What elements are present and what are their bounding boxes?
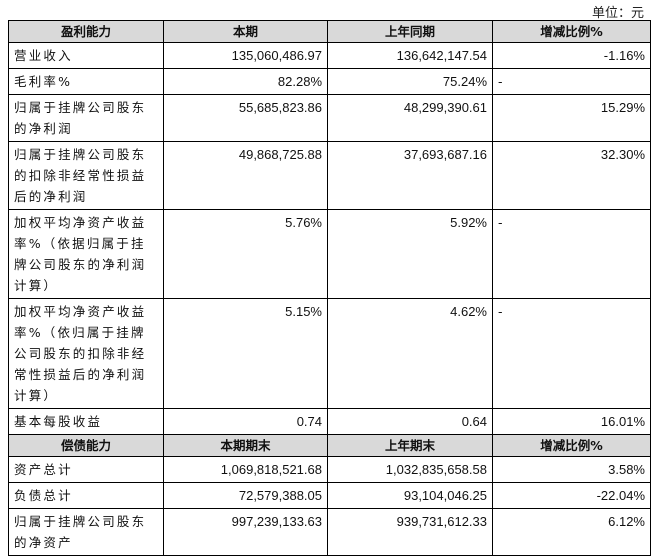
value-cell: 136,642,147.54: [327, 42, 493, 69]
row-label: 归属于挂牌公司股东的净利润: [8, 94, 164, 142]
row-label: 归属于挂牌公司股东的净资产: [8, 508, 164, 556]
row-label: 加权平均净资产收益率%（依据归属于挂牌公司股东的净利润计算）: [8, 209, 164, 299]
row-label: 营业收入: [8, 42, 164, 69]
header-cell: 盈利能力: [8, 20, 164, 43]
value-cell: 37,693,687.16: [327, 141, 493, 210]
value-cell: 997,239,133.63: [163, 508, 328, 556]
value-cell: 939,731,612.33: [327, 508, 493, 556]
data-row: 加权平均净资产收益率%（依归属于挂牌公司股东的扣除非经常性损益后的净利润计算） 5…: [8, 298, 651, 409]
data-row: 资产总计 1,069,818,521.68 1,032,835,658.58 3.58…: [8, 456, 651, 483]
value-cell: 0.74: [163, 408, 328, 435]
row-label: 毛利率%: [8, 68, 164, 95]
value-cell: -: [492, 68, 651, 95]
data-row: 营业收入 135,060,486.97 136,642,147.54 -1.16%: [8, 42, 651, 69]
data-row: 归属于挂牌公司股东的净利润 55,685,823.86 48,299,390.61 1…: [8, 94, 651, 142]
row-label: 加权平均净资产收益率%（依归属于挂牌公司股东的扣除非经常性损益后的净利润计算）: [8, 298, 164, 409]
header-cell: 本期: [163, 20, 328, 43]
data-row: 归属于挂牌公司股东的净资产 997,239,133.63 939,731,612.3…: [8, 508, 651, 556]
header-cell: 上年期末: [327, 434, 493, 457]
financial-table: 盈利能力 本期 上年同期 增减比例% 营业收入 135,060,486.97 136,642…: [8, 20, 651, 556]
unit-label: 单位：元: [591, 6, 644, 21]
header-cell: 偿债能力: [8, 434, 164, 457]
data-row: 基本每股收益 0.74 0.64 16.01%: [8, 408, 651, 435]
value-cell: 16.01%: [492, 408, 651, 435]
value-cell: 32.30%: [492, 141, 651, 210]
value-cell: 72,579,388.05: [163, 482, 328, 509]
value-cell: 5.76%: [163, 209, 328, 299]
value-cell: -22.04%: [492, 482, 651, 509]
value-cell: -: [492, 298, 651, 409]
value-cell: 55,685,823.86: [163, 94, 328, 142]
row-label: 归属于挂牌公司股东的扣除非经常性损益后的净利润: [8, 141, 164, 210]
data-row: 负债总计 72,579,388.05 93,104,046.25 -22.04%: [8, 482, 651, 509]
value-cell: 49,868,725.88: [163, 141, 328, 210]
value-cell: 82.28%: [163, 68, 328, 95]
value-cell: 5.15%: [163, 298, 328, 409]
page: 单位：元 盈利能力 本期 上年同期 增减比例% 营业收入 135,060,486.97 13…: [8, 6, 651, 556]
value-cell: 135,060,486.97: [163, 42, 328, 69]
value-cell: 75.24%: [327, 68, 493, 95]
value-cell: 4.62%: [327, 298, 493, 409]
value-cell: -: [492, 209, 651, 299]
value-cell: 48,299,390.61: [327, 94, 493, 142]
header-cell: 增减比例%: [492, 434, 651, 457]
row-label: 负债总计: [8, 482, 164, 509]
header-cell: 增减比例%: [492, 20, 651, 43]
value-cell: 15.29%: [492, 94, 651, 142]
value-cell: 0.64: [327, 408, 493, 435]
value-cell: 5.92%: [327, 209, 493, 299]
header-row: 偿债能力 本期期末 上年期末 增减比例%: [8, 434, 651, 457]
value-cell: -1.16%: [492, 42, 651, 69]
value-cell: 93,104,046.25: [327, 482, 493, 509]
data-row: 毛利率% 82.28% 75.24% -: [8, 68, 651, 95]
value-cell: 6.12%: [492, 508, 651, 556]
header-cell: 上年同期: [327, 20, 493, 43]
row-label: 资产总计: [8, 456, 164, 483]
header-row: 盈利能力 本期 上年同期 增减比例%: [8, 20, 651, 43]
value-cell: 1,032,835,658.58: [327, 456, 493, 483]
value-cell: 3.58%: [492, 456, 651, 483]
row-label: 基本每股收益: [8, 408, 164, 435]
data-row: 加权平均净资产收益率%（依据归属于挂牌公司股东的净利润计算） 5.76% 5.92%…: [8, 209, 651, 299]
data-row: 归属于挂牌公司股东的扣除非经常性损益后的净利润 49,868,725.88 37,6…: [8, 141, 651, 210]
header-cell: 本期期末: [163, 434, 328, 457]
value-cell: 1,069,818,521.68: [163, 456, 328, 483]
